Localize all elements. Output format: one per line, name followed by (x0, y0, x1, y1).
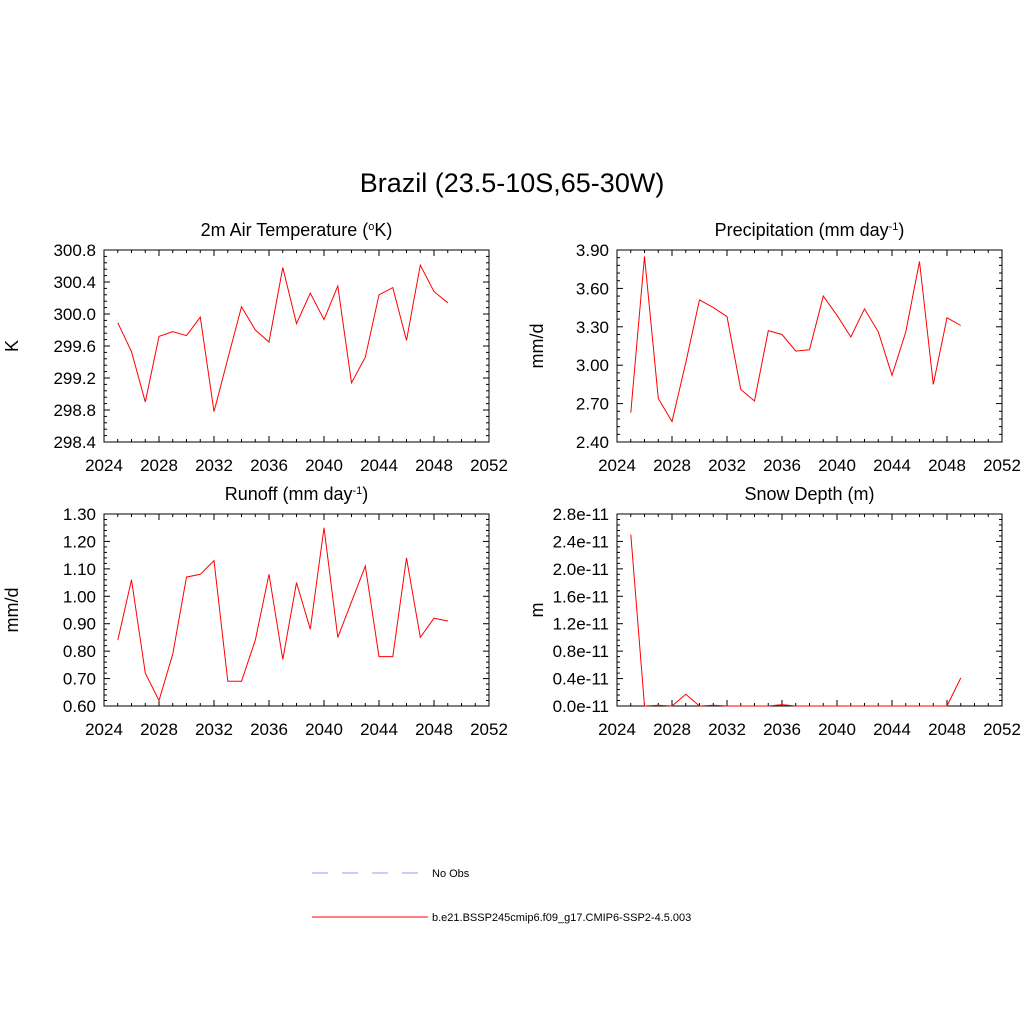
plot-frame (103, 249, 490, 443)
x-tick-label: 2040 (305, 456, 343, 475)
x-tick-label: 2024 (598, 720, 636, 739)
x-tick-label: 2048 (415, 720, 453, 739)
x-tick-label: 2036 (250, 456, 288, 475)
plot-frame (616, 513, 1003, 707)
legend-label: b.e21.BSSP245cmip6.f09_g17.CMIP6-SSP2-4.… (432, 912, 691, 924)
y-tick-label: 3.90 (576, 241, 609, 260)
y-tick-label: 1.00 (63, 587, 96, 606)
y-tick-label: 2.4e-11 (553, 532, 609, 551)
x-tick-label: 2028 (140, 456, 178, 475)
x-tick-label: 2052 (983, 720, 1021, 739)
y-tick-label: 3.00 (576, 356, 609, 375)
x-tick-label: 2024 (85, 720, 123, 739)
x-tick-label: 2044 (360, 720, 398, 739)
x-tick-label: 2040 (305, 720, 343, 739)
x-tick-label: 2024 (85, 456, 123, 475)
y-axis-label: mm/d (527, 324, 547, 369)
series-line (630, 256, 962, 423)
chart-panel-2: 2024 2028 2032 2036 2040 2044 2048 2052 2.40 2.70… (527, 220, 1021, 475)
y-tick-label: 0.0e-11 (553, 697, 609, 716)
y-tick-label: 2.0e-11 (553, 560, 609, 579)
y-tick-label: 1.30 (63, 505, 96, 524)
legend-label: No Obs (432, 868, 470, 880)
x-tick-label: 2032 (195, 720, 233, 739)
y-tick-label: 0.90 (63, 615, 96, 634)
y-tick-label: 298.4 (53, 433, 96, 452)
figure-title: Brazil (23.5-10S,65-30W) (359, 168, 665, 198)
y-tick-label: 1.10 (63, 560, 96, 579)
x-tick-label: 2036 (250, 720, 288, 739)
y-tick-label: 2.70 (576, 395, 609, 414)
chart-panel-4: 2024 2028 2032 2036 2040 2044 2048 2052 0.0e-11 0… (527, 484, 1021, 739)
panel-title: 2m Air Temperature (oK) (201, 220, 393, 240)
y-tick-label: 0.4e-11 (553, 670, 609, 689)
y-tick-label: 299.6 (53, 337, 96, 356)
y-tick-label: 3.30 (576, 318, 609, 337)
y-tick-label: 299.2 (53, 369, 96, 388)
legend: No Obs b.e21.BSSP245cmip6.f09_g17.CMIP6-S… (312, 868, 691, 924)
series-line (117, 527, 448, 702)
y-axis-label: mm/d (2, 588, 22, 633)
x-tick-label: 2048 (415, 456, 453, 475)
y-tick-label: 3.60 (576, 279, 609, 298)
x-tick-label: 2044 (360, 456, 398, 475)
y-tick-label: 0.70 (63, 670, 96, 689)
x-tick-label: 2028 (653, 456, 691, 475)
y-tick-label: 298.8 (53, 401, 96, 420)
y-tick-label: 0.60 (63, 697, 96, 716)
x-tick-label: 2036 (763, 456, 801, 475)
plot-frame (616, 249, 1003, 443)
x-tick-label: 2032 (708, 456, 746, 475)
y-tick-label: 300.0 (53, 305, 96, 324)
panel-title: Runoff (mm day-1) (225, 484, 369, 504)
y-axis-label: m (527, 603, 547, 618)
x-tick-label: 2052 (983, 456, 1021, 475)
y-tick-label: 2.8e-11 (553, 505, 609, 524)
chart-panel-1: 2024 2028 2032 2036 2040 2044 2048 2052 298.4 298… (2, 220, 508, 475)
x-tick-label: 2032 (708, 720, 746, 739)
x-tick-label: 2044 (873, 456, 911, 475)
series-line (117, 263, 449, 412)
panel-title: Snow Depth (m) (744, 484, 874, 504)
x-tick-label: 2028 (140, 720, 178, 739)
x-tick-label: 2052 (470, 456, 508, 475)
x-tick-label: 2024 (598, 456, 636, 475)
x-tick-label: 2048 (928, 720, 966, 739)
y-tick-label: 0.8e-11 (553, 642, 609, 661)
x-tick-label: 2040 (818, 456, 856, 475)
plot-frame (103, 513, 490, 707)
y-axis-label: K (2, 340, 22, 352)
x-tick-label: 2048 (928, 456, 966, 475)
x-tick-label: 2044 (873, 720, 911, 739)
y-tick-label: 1.2e-11 (553, 615, 609, 634)
y-tick-label: 1.20 (63, 532, 96, 551)
chart-panel-3: 2024 2028 2032 2036 2040 2044 2048 2052 0.60 0.70… (2, 484, 508, 739)
y-tick-label: 300.4 (53, 273, 96, 292)
series-line (630, 534, 962, 707)
y-tick-label: 0.80 (63, 642, 96, 661)
x-tick-label: 2028 (653, 720, 691, 739)
panel-title: Precipitation (mm day-1) (715, 220, 905, 240)
y-tick-label: 1.6e-11 (553, 587, 609, 606)
x-tick-label: 2032 (195, 456, 233, 475)
x-tick-label: 2052 (470, 720, 508, 739)
y-tick-label: 300.8 (53, 241, 96, 260)
y-tick-label: 2.40 (576, 433, 609, 452)
x-tick-label: 2040 (818, 720, 856, 739)
x-tick-label: 2036 (763, 720, 801, 739)
